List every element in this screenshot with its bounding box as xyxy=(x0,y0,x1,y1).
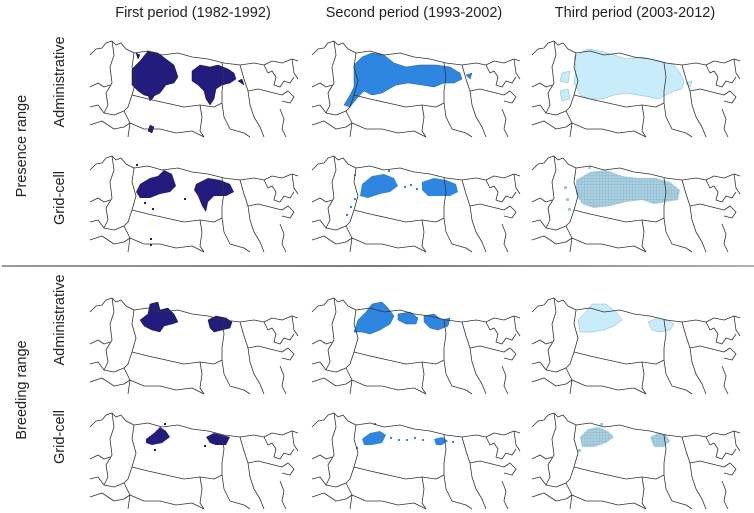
map-presence-administrative-first xyxy=(88,33,300,141)
map-breeding-administrative-third xyxy=(530,290,742,398)
row-label-breeding-administrative: Administrative xyxy=(52,274,68,366)
map-presence-grid-cell-second xyxy=(310,148,522,256)
group-divider xyxy=(2,265,754,267)
group-label-presence-range: Presence range xyxy=(14,94,30,198)
row-label-breeding-grid-cell: Grid-cell xyxy=(52,410,68,464)
row-label-presence-grid-cell: Grid-cell xyxy=(52,171,68,225)
map-presence-grid-cell-first xyxy=(88,148,300,256)
map-breeding-grid-cell-first xyxy=(88,405,300,513)
map-breeding-grid-cell-second xyxy=(310,405,522,513)
map-presence-administrative-third xyxy=(530,33,742,141)
map-presence-administrative-second xyxy=(310,33,522,141)
group-label-breeding-range: Breeding range xyxy=(14,340,30,440)
map-breeding-administrative-second xyxy=(310,290,522,398)
column-title-third-period: Third period (2003-2012) xyxy=(554,5,716,21)
row-label-presence-administrative: Administrative xyxy=(52,36,68,128)
map-presence-grid-cell-third xyxy=(530,148,742,256)
column-title-first-period: First period (1982-1992) xyxy=(115,5,271,21)
map-breeding-administrative-first xyxy=(88,290,300,398)
map-breeding-grid-cell-third xyxy=(530,405,742,513)
column-title-second-period: Second period (1993-2002) xyxy=(325,5,503,21)
